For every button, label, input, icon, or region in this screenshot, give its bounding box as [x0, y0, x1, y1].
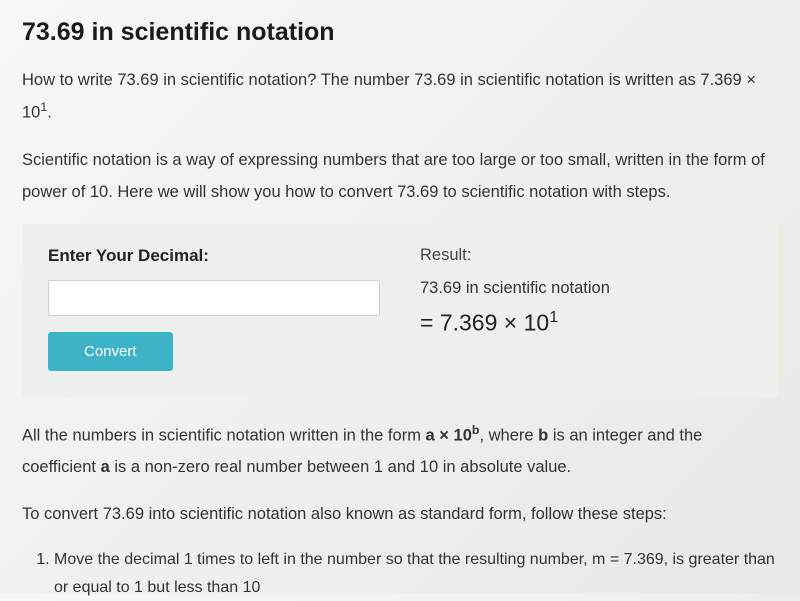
enter-decimal-label: Enter Your Decimal: — [48, 246, 380, 266]
form-rule-paragraph: All the numbers in scientific notation w… — [22, 419, 778, 483]
formula-coefficient: = 7.369 × 10 — [420, 310, 549, 336]
explanation-paragraph: Scientific notation is a way of expressi… — [22, 145, 778, 208]
form-rule-b: b — [538, 426, 548, 444]
form-rule-a-times-ten: a × 10 — [426, 426, 472, 444]
steps-intro: To convert 73.69 into scientific notatio… — [22, 499, 778, 530]
converter-input-column: Enter Your Decimal: Convert — [48, 246, 380, 371]
converter-panel: Enter Your Decimal: Convert Result: 73.6… — [22, 224, 778, 397]
intro-period: . — [47, 104, 52, 122]
form-rule-mid1: , where — [479, 426, 538, 444]
convert-button[interactable]: Convert — [48, 332, 173, 371]
result-formula: = 7.369 × 101 — [420, 308, 752, 337]
form-rule-post: is a non-zero real number between 1 and … — [110, 458, 571, 476]
intro-paragraph: How to write 73.69 in scientific notatio… — [22, 65, 778, 129]
converter-result-column: Result: 73.69 in scientific notation = 7… — [420, 246, 752, 371]
decimal-input[interactable] — [48, 280, 380, 316]
steps-list: Move the decimal 1 times to left in the … — [22, 546, 778, 600]
page-title: 73.69 in scientific notation — [22, 18, 778, 47]
result-description: 73.69 in scientific notation — [420, 279, 752, 298]
formula-exponent: 1 — [549, 308, 558, 326]
form-rule-pre: All the numbers in scientific notation w… — [22, 426, 426, 444]
intro-text-1: How to write 73.69 in scientific notatio… — [22, 71, 696, 89]
form-rule-a: a — [101, 458, 110, 476]
step-1: Move the decimal 1 times to left in the … — [54, 546, 778, 600]
result-label: Result: — [420, 246, 752, 265]
